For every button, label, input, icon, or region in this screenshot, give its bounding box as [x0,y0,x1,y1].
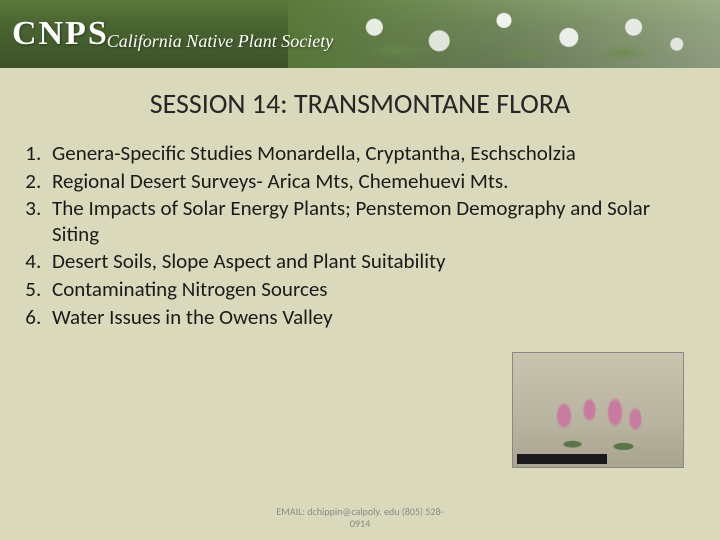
header-floral-overlay [288,0,720,68]
list-item: Desert Soils, Slope Aspect and Plant Sui… [46,249,700,275]
plant-photo [512,352,684,468]
slide-title: SESSION 14: TRANSMONTANE FLORA [0,86,720,121]
list-item: The Impacts of Solar Energy Plants; Pens… [46,196,700,247]
footer-line2: 0914 [350,517,370,530]
list-item: Regional Desert Surveys- Arica Mts, Chem… [46,169,700,195]
list-item: Genera-Specific Studies Monardella, Cryp… [46,141,700,167]
list-item: Water Issues in the Owens Valley [46,305,700,331]
logo-block: CNPS California Native Plant Society [0,15,333,53]
logo-acronym: CNPS [12,15,109,53]
logo-fullname: California Native Plant Society [107,31,333,52]
content-list: Genera-Specific Studies Monardella, Cryp… [0,141,720,330]
list-item: Contaminating Nitrogen Sources [46,277,700,303]
footer-contact: EMAIL: dchippin@calpoly. edu (805) 528- … [0,506,720,530]
header-banner: CNPS California Native Plant Society [0,0,720,68]
